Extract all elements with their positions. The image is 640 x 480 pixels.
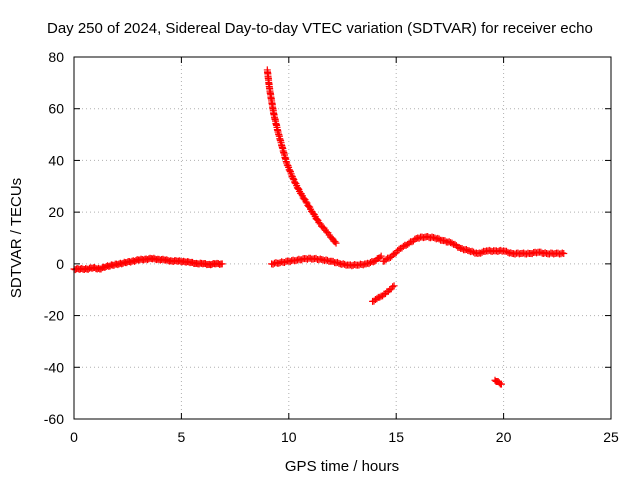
series-1 bbox=[70, 254, 226, 274]
y-tick-label: 0 bbox=[56, 256, 64, 272]
y-tick-label: 20 bbox=[48, 204, 64, 220]
y-axis-title: SDTVAR / TECUs bbox=[8, 178, 25, 298]
data-point bbox=[390, 282, 398, 290]
data-point bbox=[289, 175, 297, 183]
series-2 bbox=[263, 66, 340, 247]
data-point bbox=[497, 380, 505, 388]
x-tick-label: 10 bbox=[281, 429, 297, 445]
x-axis-title: GPS time / hours bbox=[285, 458, 399, 475]
data-point bbox=[218, 260, 226, 268]
series-5 bbox=[379, 232, 568, 265]
data-point-dense bbox=[331, 238, 339, 246]
data-point bbox=[377, 252, 385, 260]
y-tick-label: 60 bbox=[48, 101, 64, 117]
y-tick-labels: -60 -40 -20 0 20 40 60 80 bbox=[44, 49, 64, 427]
data-point-dense bbox=[284, 162, 292, 170]
y-tick-label: 80 bbox=[48, 49, 64, 65]
y-tick-label: -40 bbox=[44, 359, 64, 375]
chart-title: Day 250 of 2024, Sidereal Day-to-day VTE… bbox=[47, 20, 593, 37]
series-6 bbox=[491, 376, 505, 388]
x-tick-label: 0 bbox=[70, 429, 78, 445]
x-tick-labels: 0 5 10 15 20 25 bbox=[70, 429, 619, 445]
data-point bbox=[302, 198, 310, 206]
grid-lines bbox=[74, 57, 611, 419]
data-point-dense bbox=[389, 283, 397, 291]
x-tick-label: 5 bbox=[178, 429, 186, 445]
x-tick-label: 20 bbox=[496, 429, 512, 445]
data-series bbox=[70, 66, 568, 388]
series-4 bbox=[369, 282, 398, 305]
y-tick-label: 40 bbox=[48, 152, 64, 168]
data-point bbox=[332, 239, 340, 247]
data-point-dense bbox=[376, 254, 384, 262]
data-point bbox=[315, 218, 323, 226]
data-point-dense bbox=[286, 167, 294, 175]
y-tick-label: -60 bbox=[44, 411, 64, 427]
plot-frame bbox=[73, 56, 612, 420]
x-tick-label: 15 bbox=[388, 429, 404, 445]
data-point-dense bbox=[293, 184, 301, 192]
axis-ticks bbox=[73, 56, 612, 420]
x-tick-label: 25 bbox=[603, 429, 619, 445]
series-3 bbox=[268, 252, 385, 270]
data-point bbox=[560, 250, 568, 258]
y-tick-label: -20 bbox=[44, 308, 64, 324]
